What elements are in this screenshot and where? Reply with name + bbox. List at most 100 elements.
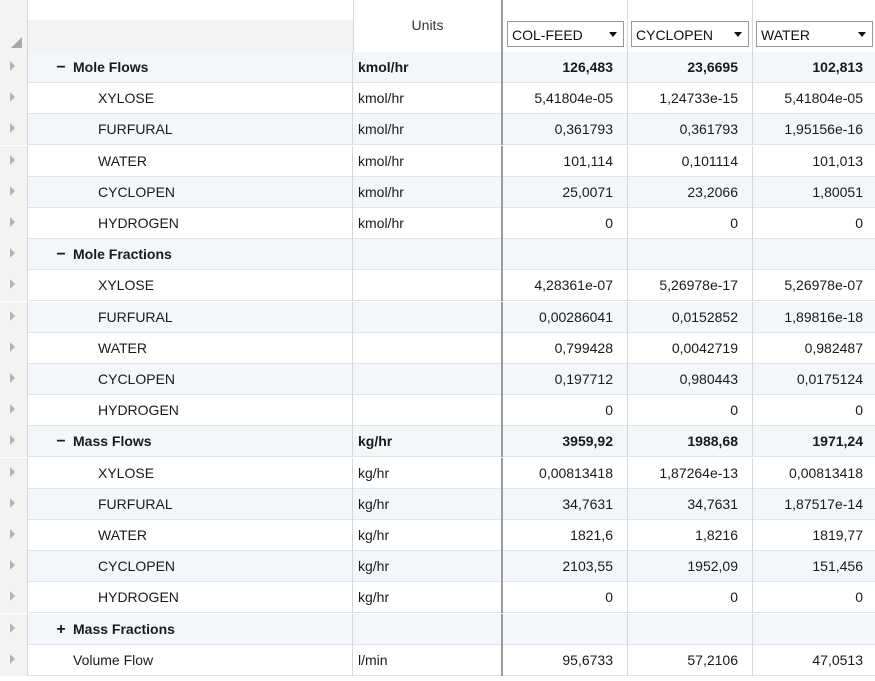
value-cell-water[interactable]: 0 xyxy=(855,215,863,231)
row-header[interactable] xyxy=(0,457,28,489)
value-cell-col-feed[interactable]: 1821,6 xyxy=(503,520,628,551)
value-cell-cyclopen[interactable]: 0 xyxy=(628,395,753,427)
table-row[interactable]: FURFURAL 0,00286041 0,0152852 1,89816e-18 xyxy=(0,301,875,333)
value-cell-water[interactable]: 0,00813418 xyxy=(789,464,863,481)
value-cell-cyclopen[interactable]: 0,0152852 xyxy=(628,301,753,333)
value-cell-col-feed[interactable]: 0,361793 xyxy=(503,114,628,146)
table-row[interactable]: WATER kg/hr 1821,6 1,8216 1819,77 xyxy=(0,520,875,551)
table-row[interactable]: FURFURAL kg/hr 34,7631 34,7631 1,87517e-14 xyxy=(0,488,875,520)
collapse-icon[interactable]: − xyxy=(56,59,66,76)
table-row[interactable]: FURFURAL kmol/hr 0,361793 0,361793 1,95156e-… xyxy=(0,114,875,146)
value-cell-cyclopen[interactable]: 23,2066 xyxy=(628,176,753,208)
row-header[interactable] xyxy=(0,176,28,208)
table-row[interactable]: XYLOSE 4,28361e-07 5,26978e-17 5,26978e-07 xyxy=(0,270,875,302)
table-row[interactable]: CYCLOPEN kg/hr 2103,55 1952,09 151,456 xyxy=(0,551,875,583)
value-cell-water[interactable]: 1,87517e-14 xyxy=(784,495,863,512)
table-row[interactable]: HYDROGEN 0 0 0 xyxy=(0,395,875,427)
value-cell-water[interactable]: 102,813 xyxy=(812,59,863,75)
value-cell-water[interactable]: 1,89816e-18 xyxy=(784,308,863,325)
value-cell-col-feed[interactable]: 34,7631 xyxy=(503,488,628,520)
table-row[interactable]: HYDROGEN kmol/hr 0 0 0 xyxy=(0,208,875,239)
row-header[interactable] xyxy=(0,426,28,458)
row-header[interactable] xyxy=(0,644,28,676)
row-header[interactable] xyxy=(0,145,28,177)
value-cell-water[interactable]: 0,0175124 xyxy=(796,371,863,387)
row-header[interactable] xyxy=(0,364,28,395)
table-row[interactable]: Volume Flow l/min 95,6733 57,2106 47,0513 xyxy=(0,644,875,676)
value-cell-water[interactable] xyxy=(753,239,875,270)
value-cell-col-feed[interactable]: 0,197712 xyxy=(503,364,628,395)
table-row[interactable]: HYDROGEN kg/hr 0 0 0 xyxy=(0,582,875,614)
row-header[interactable] xyxy=(0,114,28,146)
value-cell-water[interactable]: 1971,24 xyxy=(812,433,863,450)
row-header[interactable] xyxy=(0,83,28,115)
table-row[interactable]: CYCLOPEN kmol/hr 25,0071 23,2066 1,80051 xyxy=(0,176,875,208)
row-header[interactable] xyxy=(0,239,28,271)
row-header[interactable] xyxy=(0,551,28,583)
group-row[interactable]: + Mass Fractions xyxy=(0,613,875,645)
value-cell-col-feed[interactable]: 0,00286041 xyxy=(503,301,628,333)
value-cell-cyclopen[interactable]: 0,361793 xyxy=(628,114,753,146)
value-cell-water[interactable]: 0,982487 xyxy=(804,339,863,356)
row-header[interactable] xyxy=(0,582,28,614)
table-row[interactable]: CYCLOPEN 0,197712 0,980443 0,0175124 xyxy=(0,364,875,395)
value-cell-cyclopen[interactable]: 1988,68 xyxy=(628,426,753,458)
table-row[interactable]: WATER 0,799428 0,0042719 0,982487 xyxy=(0,332,875,364)
group-row[interactable]: − Mole Fractions xyxy=(0,239,875,271)
value-cell-cyclopen[interactable]: 0,101114 xyxy=(628,145,753,177)
value-cell-col-feed[interactable]: 95,6733 xyxy=(503,644,628,676)
row-header[interactable] xyxy=(0,488,28,520)
table-row[interactable]: XYLOSE kmol/hr 5,41804e-05 1,24733e-15 5,418… xyxy=(0,83,875,115)
value-cell-water[interactable]: 0 xyxy=(855,402,863,419)
row-header[interactable] xyxy=(0,301,28,333)
collapse-icon[interactable]: − xyxy=(56,433,66,451)
value-cell-col-feed[interactable]: 4,28361e-07 xyxy=(503,270,628,302)
value-cell-cyclopen[interactable]: 1,87264e-13 xyxy=(628,457,753,489)
expand-icon[interactable]: + xyxy=(56,620,66,638)
select-all-corner[interactable] xyxy=(0,0,28,52)
value-cell-water[interactable]: 1,80051 xyxy=(812,183,863,200)
value-cell-cyclopen[interactable]: 23,6695 xyxy=(628,52,753,83)
value-cell-col-feed[interactable]: 25,0071 xyxy=(503,176,628,208)
stream-select-cyclopen[interactable]: CYCLOPEN xyxy=(631,21,749,47)
value-cell-water[interactable]: 0 xyxy=(855,589,863,606)
row-header[interactable] xyxy=(0,613,28,645)
value-cell-cyclopen[interactable] xyxy=(628,613,753,645)
value-cell-col-feed[interactable]: 0 xyxy=(503,395,628,427)
value-cell-water[interactable]: 151,456 xyxy=(812,558,863,575)
row-header[interactable] xyxy=(0,520,28,551)
value-cell-water[interactable]: 47,0513 xyxy=(812,651,863,668)
value-cell-cyclopen[interactable]: 57,2106 xyxy=(628,644,753,676)
table-row[interactable]: XYLOSE kg/hr 0,00813418 1,87264e-13 0,008134… xyxy=(0,457,875,489)
value-cell-col-feed[interactable] xyxy=(503,239,628,271)
collapse-icon[interactable]: − xyxy=(56,246,66,264)
row-header[interactable] xyxy=(0,332,28,364)
stream-select-water[interactable]: WATER xyxy=(756,21,873,47)
table-row[interactable]: WATER kmol/hr 101,114 0,101114 101,013 xyxy=(0,145,875,177)
value-cell-col-feed[interactable]: 0,00813418 xyxy=(503,457,628,489)
value-cell-water[interactable]: 5,41804e-05 xyxy=(784,90,863,107)
value-cell-col-feed[interactable]: 0,799428 xyxy=(503,332,628,364)
value-cell-water[interactable]: 1819,77 xyxy=(812,527,863,543)
value-cell-col-feed[interactable]: 2103,55 xyxy=(503,551,628,583)
value-cell-water[interactable]: 1,95156e-16 xyxy=(784,121,863,138)
value-cell-col-feed[interactable]: 0 xyxy=(503,208,628,239)
group-row[interactable]: − Mass Flows kg/hr 3959,92 1988,68 1971,24 xyxy=(0,426,875,458)
value-cell-cyclopen[interactable]: 0 xyxy=(628,208,753,239)
value-cell-col-feed[interactable]: 3959,92 xyxy=(503,426,628,458)
value-cell-water[interactable]: 101,013 xyxy=(812,152,863,169)
value-cell-col-feed[interactable]: 0 xyxy=(503,582,628,614)
value-cell-col-feed[interactable]: 101,114 xyxy=(503,145,628,177)
value-cell-water[interactable] xyxy=(753,614,875,645)
value-cell-cyclopen[interactable]: 5,26978e-17 xyxy=(628,270,753,302)
row-header[interactable] xyxy=(0,270,28,302)
row-header[interactable] xyxy=(0,52,28,83)
stream-select-col-feed[interactable]: COL-FEED xyxy=(507,21,624,47)
value-cell-cyclopen[interactable]: 1952,09 xyxy=(628,551,753,583)
value-cell-col-feed[interactable]: 5,41804e-05 xyxy=(503,83,628,115)
value-cell-water[interactable]: 5,26978e-07 xyxy=(784,277,863,294)
value-cell-cyclopen[interactable]: 0,980443 xyxy=(628,364,753,395)
row-header[interactable] xyxy=(0,395,28,427)
value-cell-cyclopen[interactable]: 0 xyxy=(628,582,753,614)
value-cell-col-feed[interactable] xyxy=(503,613,628,645)
